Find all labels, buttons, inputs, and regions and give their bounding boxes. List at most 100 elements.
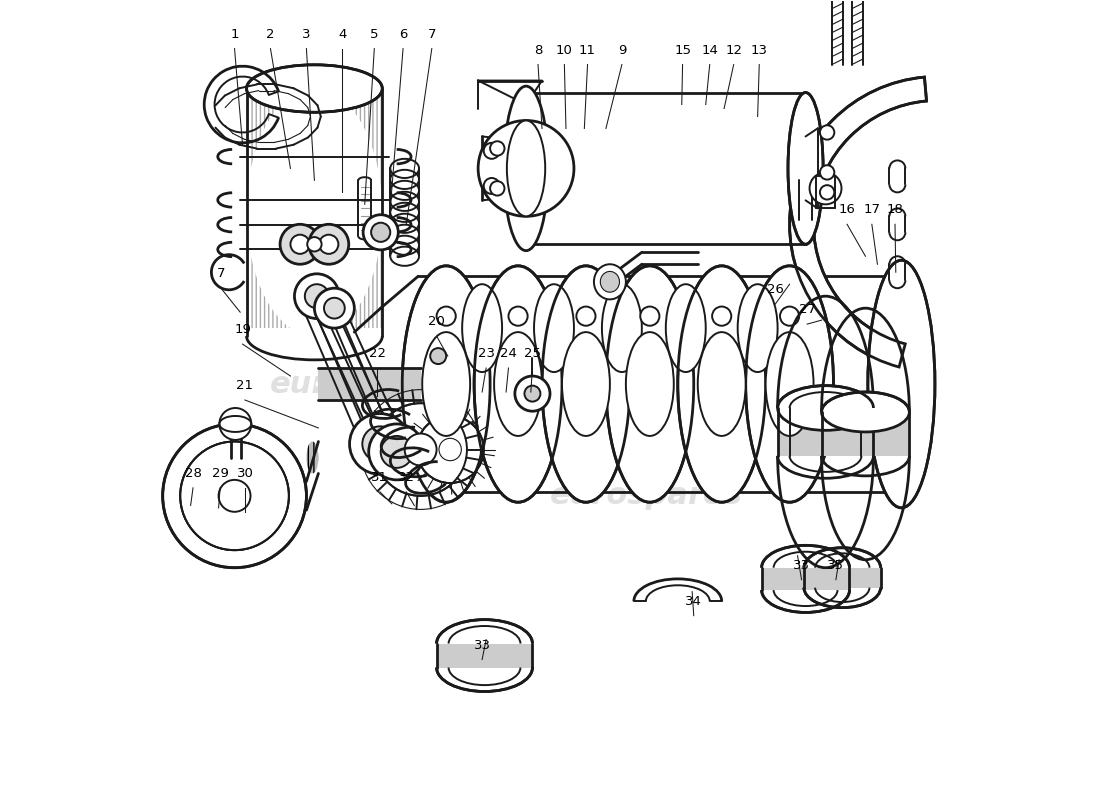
Circle shape — [484, 178, 499, 194]
Circle shape — [640, 306, 659, 326]
Ellipse shape — [507, 121, 546, 216]
Ellipse shape — [246, 65, 383, 112]
Ellipse shape — [606, 266, 694, 502]
Ellipse shape — [417, 416, 484, 483]
Circle shape — [712, 306, 732, 326]
Ellipse shape — [678, 266, 766, 502]
Circle shape — [405, 434, 437, 466]
Ellipse shape — [626, 332, 674, 436]
Text: 7: 7 — [428, 28, 436, 41]
Text: 3: 3 — [302, 28, 310, 41]
Text: 30: 30 — [236, 467, 253, 480]
Text: 6: 6 — [399, 28, 407, 41]
Bar — [761, 568, 849, 590]
Bar — [246, 89, 383, 328]
Ellipse shape — [810, 172, 842, 204]
Circle shape — [491, 142, 505, 156]
Text: 11: 11 — [579, 43, 596, 57]
Text: 18: 18 — [887, 203, 903, 216]
Text: 35: 35 — [827, 558, 845, 572]
Ellipse shape — [738, 284, 778, 372]
Ellipse shape — [534, 284, 574, 372]
Ellipse shape — [374, 403, 466, 496]
Text: 15: 15 — [674, 43, 691, 57]
Circle shape — [363, 214, 398, 250]
Circle shape — [780, 306, 800, 326]
Ellipse shape — [542, 266, 630, 502]
Circle shape — [368, 424, 425, 480]
Bar — [318, 368, 420, 400]
Circle shape — [371, 222, 390, 242]
Circle shape — [430, 348, 447, 364]
Ellipse shape — [562, 332, 609, 436]
Wedge shape — [790, 77, 926, 367]
Text: 4: 4 — [338, 28, 346, 41]
Circle shape — [350, 414, 410, 474]
Circle shape — [295, 274, 339, 318]
Circle shape — [319, 234, 339, 254]
Ellipse shape — [474, 266, 562, 502]
Ellipse shape — [474, 266, 562, 502]
Polygon shape — [336, 306, 407, 450]
Circle shape — [576, 306, 595, 326]
Circle shape — [381, 436, 412, 468]
Polygon shape — [478, 81, 542, 105]
Wedge shape — [790, 77, 926, 367]
Circle shape — [525, 386, 540, 402]
Circle shape — [484, 143, 499, 159]
Ellipse shape — [180, 442, 289, 550]
Circle shape — [515, 376, 550, 411]
Circle shape — [362, 426, 397, 462]
Bar — [437, 643, 532, 667]
Text: 24: 24 — [500, 347, 517, 360]
Text: 10: 10 — [556, 43, 573, 57]
Polygon shape — [322, 294, 393, 442]
Ellipse shape — [766, 332, 814, 436]
Text: 20: 20 — [428, 315, 446, 328]
Ellipse shape — [594, 264, 626, 299]
Text: 33: 33 — [474, 638, 491, 651]
Text: 1: 1 — [230, 28, 239, 41]
Ellipse shape — [403, 266, 491, 502]
Text: 14: 14 — [702, 43, 718, 57]
Ellipse shape — [746, 266, 834, 502]
Text: 34: 34 — [685, 594, 702, 608]
Polygon shape — [317, 314, 389, 458]
Bar — [534, 97, 798, 240]
Text: 22: 22 — [368, 347, 386, 360]
Text: 12: 12 — [725, 43, 742, 57]
Text: eurospares: eurospares — [550, 482, 742, 510]
Text: 16: 16 — [838, 203, 856, 216]
Circle shape — [180, 442, 289, 550]
Text: 7: 7 — [217, 267, 226, 280]
Text: 32: 32 — [398, 471, 415, 484]
Ellipse shape — [542, 266, 630, 502]
Ellipse shape — [180, 442, 289, 550]
Ellipse shape — [462, 284, 502, 372]
Text: 21: 21 — [236, 379, 253, 392]
Circle shape — [290, 234, 309, 254]
Circle shape — [307, 237, 321, 251]
Circle shape — [820, 126, 834, 140]
Text: 27: 27 — [799, 303, 816, 316]
Text: 13: 13 — [750, 43, 768, 57]
Ellipse shape — [163, 424, 307, 568]
Ellipse shape — [601, 271, 619, 292]
Ellipse shape — [678, 266, 766, 502]
Circle shape — [820, 185, 834, 199]
Ellipse shape — [746, 266, 834, 502]
Text: 5: 5 — [370, 28, 378, 41]
Circle shape — [437, 306, 455, 326]
Ellipse shape — [246, 65, 383, 112]
Ellipse shape — [788, 93, 823, 244]
Ellipse shape — [788, 93, 823, 244]
Circle shape — [439, 438, 461, 461]
Bar — [804, 568, 881, 588]
Ellipse shape — [403, 266, 491, 502]
Text: 28: 28 — [185, 467, 201, 480]
Text: 17: 17 — [864, 203, 880, 216]
Bar — [778, 408, 873, 456]
Text: 33: 33 — [793, 558, 810, 572]
Text: eurospares: eurospares — [270, 370, 463, 398]
Ellipse shape — [666, 284, 706, 372]
